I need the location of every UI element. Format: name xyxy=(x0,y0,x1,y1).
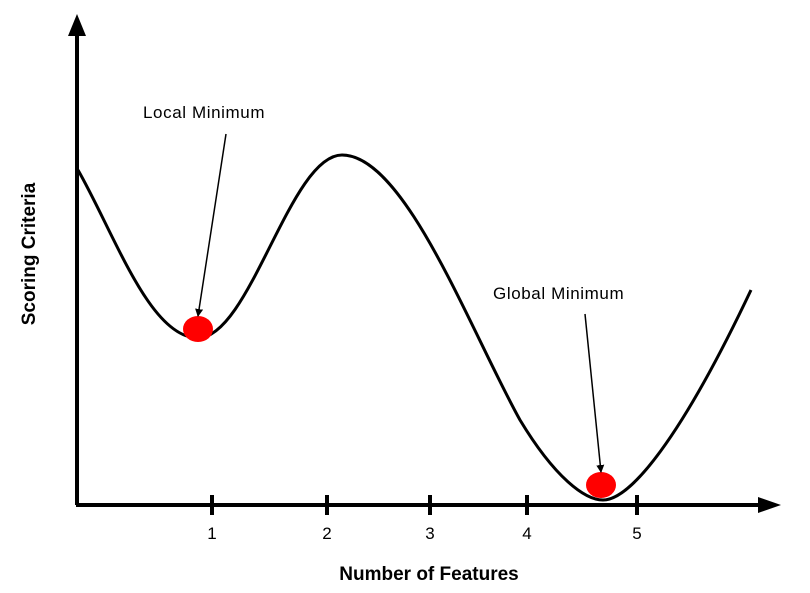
y-axis-arrow-icon xyxy=(68,14,86,36)
x-axis-title: Number of Features xyxy=(339,564,518,585)
x-axis xyxy=(76,497,781,513)
global-minimum-marker xyxy=(586,472,616,498)
global-minimum-label: Global Minimum xyxy=(493,284,624,303)
tick-label-2: 2 xyxy=(322,524,331,543)
local-minimum-arrow xyxy=(195,133,227,317)
x-axis-arrow-icon xyxy=(758,497,781,513)
y-axis xyxy=(68,14,86,505)
y-axis-title: Scoring Criteria xyxy=(19,182,40,325)
tick-label-5: 5 xyxy=(632,524,641,543)
x-axis-ticks xyxy=(210,495,639,515)
global-minimum-arrow xyxy=(584,313,605,473)
local-minimum-marker xyxy=(183,316,213,342)
tick-label-3: 3 xyxy=(425,524,434,543)
tick-label-4: 4 xyxy=(522,524,531,543)
scoring-curve xyxy=(76,153,753,502)
x-axis-tick-labels: 1 2 3 4 5 xyxy=(207,524,641,543)
local-minimum-label: Local Minimum xyxy=(143,103,265,122)
tick-label-1: 1 xyxy=(207,524,216,543)
